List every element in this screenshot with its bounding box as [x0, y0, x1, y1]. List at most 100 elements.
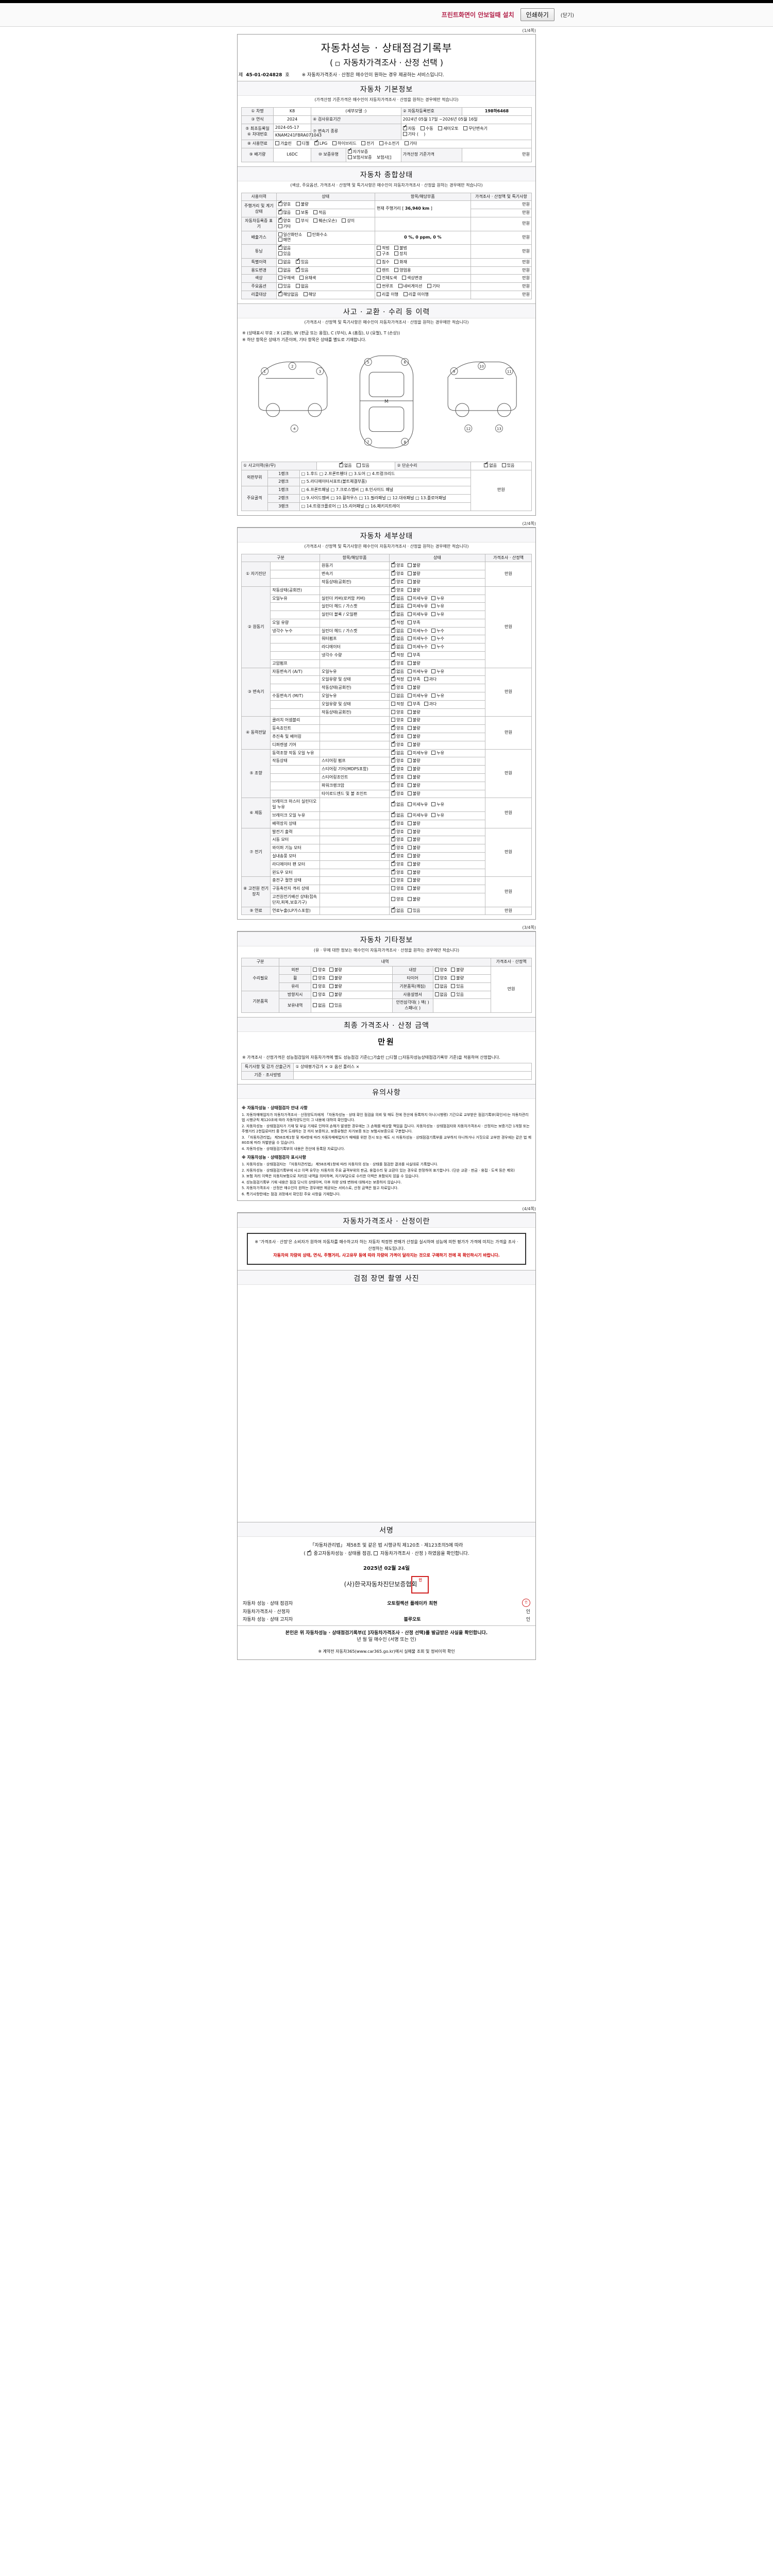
- option-0[interactable]: 양호: [391, 586, 404, 594]
- option-2[interactable]: 누유: [431, 669, 444, 675]
- option-0[interactable]: 양호: [391, 578, 404, 585]
- checkbox[interactable]: [391, 659, 396, 665]
- checkbox[interactable]: [295, 210, 300, 215]
- checkbox[interactable]: [407, 596, 412, 600]
- checkbox[interactable]: [407, 628, 412, 633]
- checkbox[interactable]: [313, 218, 318, 223]
- fuel-option-gasoline[interactable]: 가솔린: [275, 141, 292, 147]
- checkbox[interactable]: [329, 968, 333, 972]
- option-0[interactable]: 적정: [391, 701, 404, 707]
- option-2[interactable]: 누유: [431, 750, 444, 756]
- opt-damage[interactable]: 훼손(오손): [313, 218, 337, 224]
- value-discount-basis[interactable]: ① 상태평가감가 × ② 옵션 플러스 ×: [293, 1062, 532, 1072]
- checkbox[interactable]: [278, 284, 282, 289]
- checkbox[interactable]: [313, 975, 317, 980]
- trans-option-cvt[interactable]: 무단변속기: [463, 126, 488, 132]
- opt-good[interactable]: 양호: [278, 217, 291, 224]
- checkbox[interactable]: [347, 155, 352, 159]
- checkbox[interactable]: [391, 860, 396, 866]
- checkbox[interactable]: [391, 595, 396, 600]
- option-0[interactable]: 양호: [313, 992, 326, 998]
- checkbox[interactable]: [391, 718, 396, 722]
- opt-none[interactable]: 없음: [278, 244, 291, 251]
- option-1[interactable]: 미세누유: [407, 693, 428, 699]
- checkbox[interactable]: [329, 975, 333, 980]
- checkbox[interactable]: [307, 232, 311, 236]
- checkbox[interactable]: [398, 284, 402, 289]
- checkbox[interactable]: [431, 802, 436, 806]
- checkbox[interactable]: [278, 232, 282, 236]
- checkbox[interactable]: [295, 284, 300, 289]
- opt-commercial[interactable]: 영업용: [394, 267, 411, 274]
- option-1[interactable]: 불량: [407, 579, 421, 585]
- checkbox[interactable]: [407, 709, 412, 714]
- option-0[interactable]: 적정: [391, 675, 404, 683]
- option-0[interactable]: 양호: [391, 765, 404, 772]
- option-0[interactable]: 없음: [391, 627, 404, 634]
- checkbox[interactable]: [357, 463, 361, 467]
- checkbox[interactable]: [431, 669, 436, 673]
- checkbox[interactable]: [391, 709, 396, 714]
- checkbox[interactable]: [431, 645, 436, 649]
- checkbox[interactable]: [394, 267, 399, 272]
- checkbox[interactable]: [407, 783, 412, 787]
- checkbox[interactable]: [391, 619, 396, 624]
- checkbox[interactable]: [391, 627, 396, 633]
- checkbox[interactable]: [404, 141, 409, 146]
- option-1[interactable]: 불량: [407, 571, 421, 577]
- checkbox[interactable]: [431, 750, 436, 755]
- checkbox[interactable]: [391, 586, 396, 592]
- option-1[interactable]: 있음: [407, 908, 421, 914]
- checkbox[interactable]: [451, 984, 456, 988]
- fuel-option-hydrogen[interactable]: 수소전기: [379, 141, 399, 147]
- option-0[interactable]: 양호: [313, 984, 326, 990]
- checkbox[interactable]: [295, 258, 300, 264]
- checkbox[interactable]: [278, 217, 282, 223]
- option-1[interactable]: 불량: [407, 587, 421, 594]
- checkbox[interactable]: [329, 992, 333, 996]
- option-0[interactable]: 양호: [391, 886, 404, 892]
- checkbox[interactable]: [407, 660, 412, 665]
- opt-device[interactable]: 장치: [394, 251, 407, 257]
- checkbox[interactable]: [391, 570, 396, 576]
- checkbox[interactable]: [407, 571, 412, 576]
- checkbox[interactable]: [278, 224, 282, 228]
- opt-none[interactable]: 없음: [484, 462, 497, 469]
- checkbox[interactable]: [313, 984, 317, 988]
- checkbox[interactable]: [314, 140, 318, 146]
- checkbox[interactable]: [376, 259, 381, 264]
- option-0[interactable]: 없음: [313, 1003, 326, 1009]
- checkbox[interactable]: [407, 845, 412, 850]
- option-0[interactable]: 양호: [391, 820, 404, 827]
- opt-other[interactable]: 기타: [427, 284, 440, 290]
- opt-exists[interactable]: 있음: [295, 266, 309, 274]
- checkbox[interactable]: [451, 992, 456, 996]
- checkbox[interactable]: [407, 813, 412, 818]
- option-0[interactable]: 양호: [391, 869, 404, 876]
- price-survey-checkbox[interactable]: [335, 62, 340, 66]
- print-install-notice[interactable]: 프린트화면이 안보일때 설치: [441, 11, 514, 19]
- rank-items[interactable]: □ 14.트렁크플로어 □ 15.리어패널 □ 16.패키지트레이: [299, 502, 471, 511]
- opt-bad[interactable]: 불량: [295, 202, 309, 208]
- option-1[interactable]: 불량: [451, 968, 464, 973]
- option-1[interactable]: 불량: [407, 709, 421, 716]
- option-2[interactable]: 누수: [431, 636, 444, 642]
- fuel-option-hybrid[interactable]: 하이브리드: [332, 141, 357, 147]
- checkbox[interactable]: [391, 765, 396, 771]
- option-1[interactable]: 미세누유: [407, 669, 428, 675]
- checkbox[interactable]: [407, 718, 412, 722]
- option-1[interactable]: 불량: [407, 685, 421, 691]
- opt-exists[interactable]: 있음: [278, 284, 291, 290]
- opt-co[interactable]: 일산화탄소: [278, 232, 302, 238]
- option-1[interactable]: 불량: [407, 878, 421, 884]
- checkbox[interactable]: [376, 284, 381, 289]
- fuel-option-other[interactable]: 기타: [404, 141, 417, 147]
- checkbox[interactable]: [391, 852, 396, 858]
- option-1[interactable]: 부족: [407, 677, 421, 683]
- checkbox[interactable]: [434, 984, 439, 988]
- checkbox[interactable]: [391, 578, 396, 584]
- option-2[interactable]: 누유: [431, 813, 444, 819]
- opt-navigation[interactable]: 네비게이션: [398, 284, 422, 290]
- option-1[interactable]: 불량: [407, 791, 421, 797]
- checkbox[interactable]: [391, 828, 396, 834]
